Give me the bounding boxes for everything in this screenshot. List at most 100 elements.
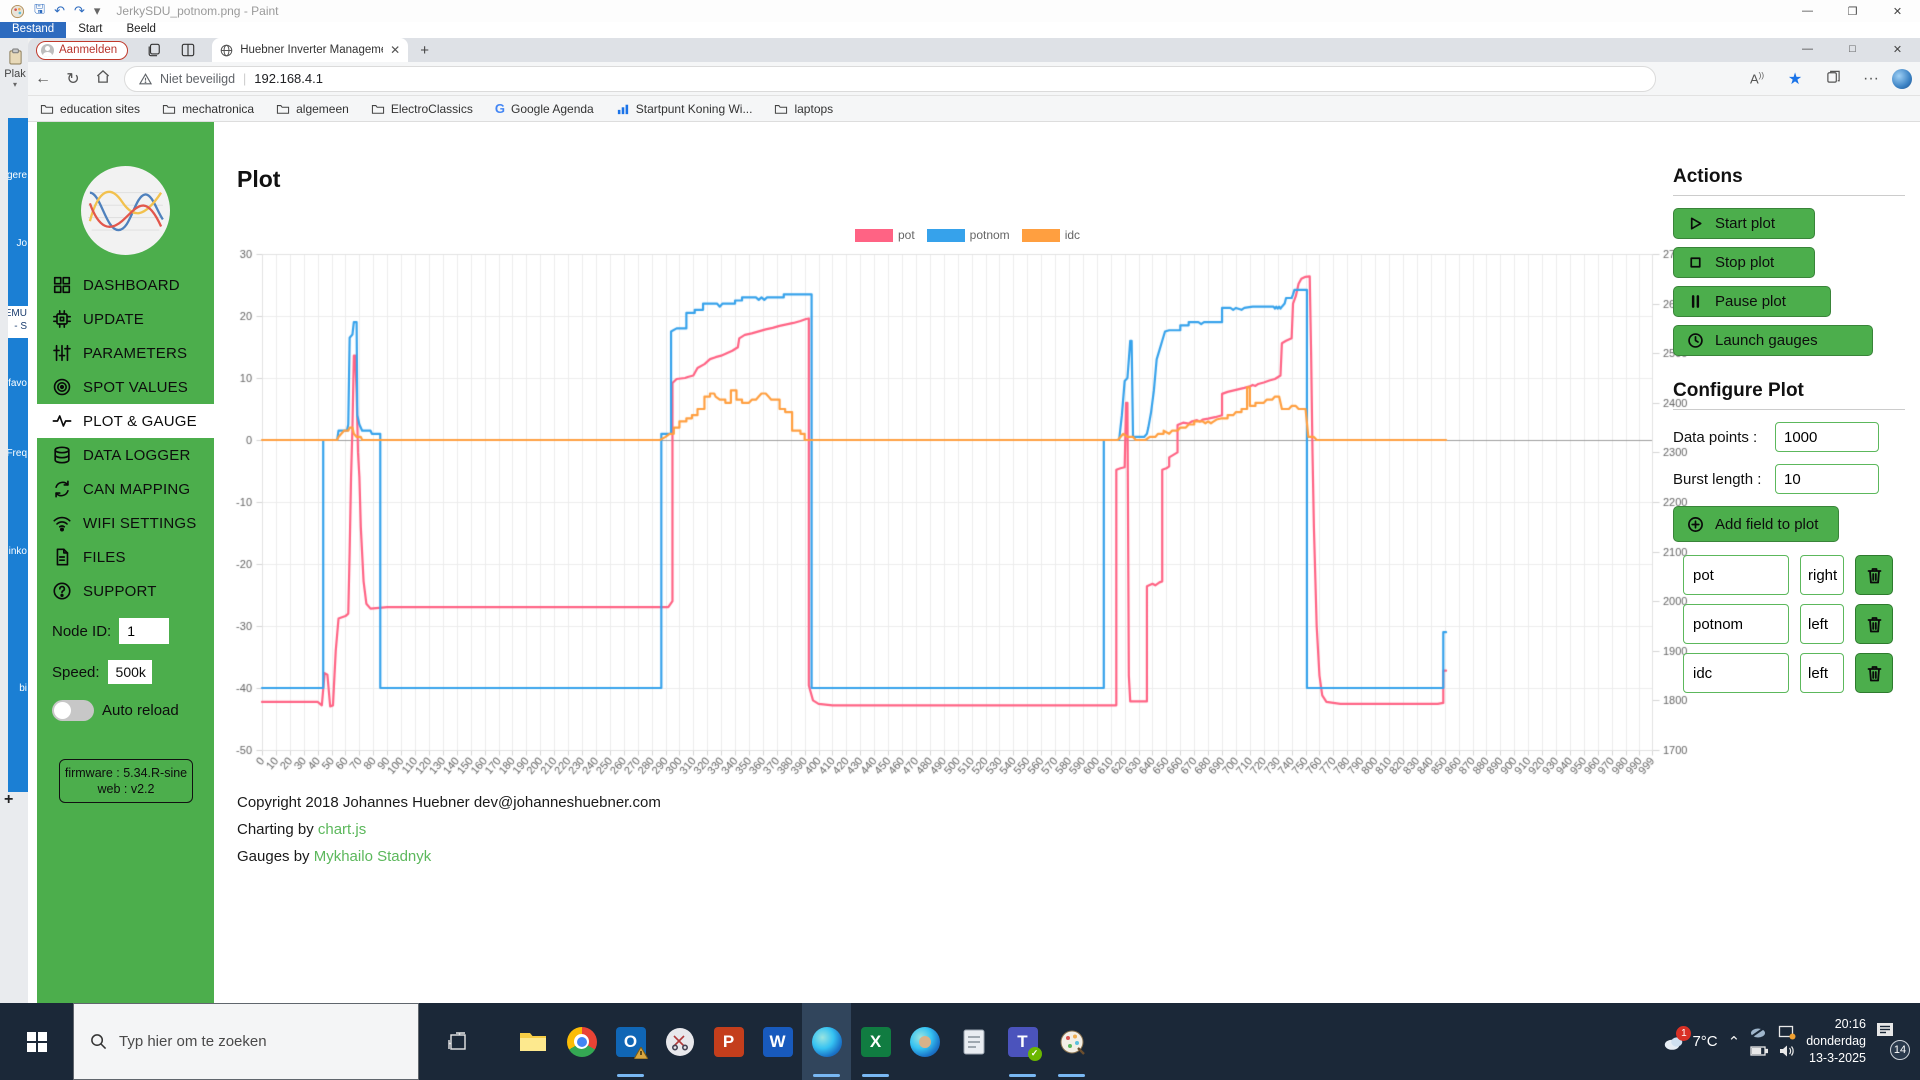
refresh-icon[interactable]: ↻	[66, 70, 80, 88]
save-icon[interactable]: 🖫	[34, 1, 46, 16]
field-axis-input[interactable]	[1800, 604, 1844, 644]
tray-chevron-icon[interactable]: ⌃	[1727, 1033, 1741, 1051]
plot-field-row	[1683, 653, 1905, 693]
back-icon[interactable]: ←	[35, 69, 51, 87]
taskbar-weather[interactable]: 1 7°C	[1663, 1025, 1718, 1051]
paste-button[interactable]: Plak ▾	[2, 48, 28, 89]
taskbar-explorer[interactable]	[508, 1003, 557, 1080]
battery-icon[interactable]	[1750, 1044, 1769, 1058]
taskbar-snipping-tool[interactable]	[655, 1003, 704, 1080]
browser-tab[interactable]: Huebner Inverter Management C ✕	[212, 38, 409, 62]
teams-icon: T ✓	[1007, 1026, 1042, 1061]
bookmark-folder[interactable]: laptops	[774, 102, 833, 116]
read-aloud-icon[interactable]: A))	[1750, 70, 1764, 87]
tab-title: Huebner Inverter Management C	[240, 44, 383, 56]
taskbar-outlook[interactable]: O	[606, 1003, 655, 1080]
burst-length-input[interactable]	[1775, 464, 1879, 494]
add-field-button[interactable]: Add field to plot	[1673, 506, 1839, 542]
auto-reload-toggle[interactable]	[52, 700, 94, 721]
start-button[interactable]	[0, 1003, 73, 1080]
paint-minimize-button[interactable]: —	[1802, 5, 1813, 17]
pause-plot-button[interactable]: Pause plot	[1673, 286, 1831, 317]
field-name-input[interactable]	[1683, 555, 1789, 595]
stop-icon	[1690, 257, 1701, 268]
paint-close-button[interactable]: ✕	[1892, 5, 1903, 18]
paint-tab-beeld[interactable]: Beeld	[126, 23, 156, 35]
sidebar-item-label: DASHBOARD	[83, 276, 180, 294]
split-screen-icon[interactable]	[180, 42, 196, 58]
field-name-input[interactable]	[1683, 604, 1789, 644]
launch-gauges-button[interactable]: Launch gauges	[1673, 325, 1873, 356]
taskbar-excel[interactable]: X	[851, 1003, 900, 1080]
task-view-button[interactable]	[433, 1003, 482, 1080]
bookmark-folder[interactable]: mechatronica	[162, 102, 254, 116]
taskbar-edge-profile[interactable]	[900, 1003, 949, 1080]
new-tab-button[interactable]: +	[420, 41, 429, 59]
bookmark-folder[interactable]: algemeen	[276, 102, 349, 116]
edge-icon	[811, 1026, 842, 1057]
bookmark-google-agenda[interactable]: G Google Agenda	[495, 101, 594, 116]
sidebar-item-support[interactable]: SUPPORT	[37, 574, 214, 608]
field-axis-input[interactable]	[1800, 653, 1844, 693]
redo-icon[interactable]: ↷	[73, 3, 85, 18]
stop-plot-button[interactable]: Stop plot	[1673, 247, 1815, 278]
sidebar-item-parameters[interactable]: PARAMETERS	[37, 336, 214, 370]
speaker-icon[interactable]	[1778, 1044, 1796, 1058]
sidebar-item-can-mapping[interactable]: CAN MAPPING	[37, 472, 214, 506]
taskbar-word[interactable]: W	[753, 1003, 802, 1080]
paint-restore-button[interactable]: ❐	[1847, 5, 1858, 18]
sidebar-item-files[interactable]: FILES	[37, 540, 214, 574]
onedrive-paused-icon[interactable]	[1750, 1025, 1768, 1038]
edge-maximize-button[interactable]: □	[1849, 43, 1856, 55]
tab-close-icon[interactable]: ✕	[390, 43, 401, 57]
delete-field-button[interactable]	[1855, 653, 1893, 693]
sidebar-item-data-logger[interactable]: DATA LOGGER	[37, 438, 214, 472]
stadnyk-link[interactable]: Mykhailo Stadnyk	[313, 848, 432, 865]
delete-field-button[interactable]	[1855, 604, 1893, 644]
bookmark-startpunt[interactable]: Startpunt Koning Wi...	[616, 102, 752, 116]
edge-close-button[interactable]: ✕	[1892, 43, 1903, 56]
display-cast-icon[interactable]	[1778, 1025, 1796, 1040]
chartjs-link[interactable]: chart.js	[317, 821, 367, 838]
taskbar-clock[interactable]: 20:16 donderdag 13-3-2025	[1806, 1016, 1866, 1067]
notification-center-button[interactable]: 14	[1876, 1022, 1910, 1062]
notification-count-badge: 14	[1890, 1039, 1910, 1060]
browser-profile-avatar[interactable]	[1892, 68, 1912, 89]
sidebar-item-dashboard[interactable]: DASHBOARD	[37, 268, 214, 302]
sidebar-item-label: CAN MAPPING	[83, 480, 191, 498]
sidebar-item-update[interactable]: UPDATE	[37, 302, 214, 336]
field-axis-input[interactable]	[1800, 555, 1844, 595]
sidebar-item-wifi-settings[interactable]: WIFI SETTINGS	[37, 506, 214, 540]
home-icon[interactable]	[88, 69, 118, 89]
customize-toolbar-icon[interactable]: ▾	[93, 3, 101, 18]
sidebar-item-plot-gauge[interactable]: PLOT & GAUGE	[37, 404, 214, 438]
settings-more-icon[interactable]: ···	[1863, 69, 1879, 87]
paint-tab-start[interactable]: Start	[78, 23, 103, 35]
sidebar-item-spot-values[interactable]: SPOT VALUES	[37, 370, 214, 404]
bookmark-folder[interactable]: ElectroClassics	[371, 102, 473, 116]
sidebar-item-label: SUPPORT	[83, 582, 157, 600]
profile-signin-button[interactable]: Aanmelden	[36, 40, 129, 60]
taskbar-chrome[interactable]	[557, 1003, 606, 1080]
address-bar[interactable]: Niet beveiligd | 192.168.4.1	[124, 65, 1656, 92]
favorite-star-icon[interactable]: ★	[1787, 70, 1803, 88]
taskbar-search-box[interactable]: Typ hier om te zoeken	[73, 1003, 419, 1080]
taskbar-powerpoint[interactable]: P	[704, 1003, 753, 1080]
taskbar-notepad[interactable]	[949, 1003, 998, 1080]
undo-icon[interactable]: ↶	[54, 3, 65, 18]
data-points-input[interactable]	[1775, 422, 1879, 452]
start-plot-button[interactable]: Start plot	[1673, 208, 1815, 239]
bookmark-folder[interactable]: education sites	[40, 102, 140, 116]
node-id-input[interactable]	[119, 618, 170, 644]
taskbar-paint[interactable]	[1047, 1003, 1096, 1080]
collections-icon[interactable]	[1816, 69, 1850, 89]
taskbar-edge-active[interactable]	[802, 1003, 851, 1080]
field-name-input[interactable]	[1683, 653, 1789, 693]
paint-tab-bestand[interactable]: Bestand	[0, 22, 67, 38]
delete-field-button[interactable]	[1855, 555, 1893, 595]
edge-minimize-button[interactable]: —	[1802, 43, 1813, 55]
tab-groups-icon[interactable]	[146, 42, 162, 58]
plot-canvas[interactable]	[230, 212, 1705, 812]
taskbar-teams[interactable]: T ✓	[998, 1003, 1047, 1080]
speed-value[interactable]: 500k	[107, 660, 152, 684]
